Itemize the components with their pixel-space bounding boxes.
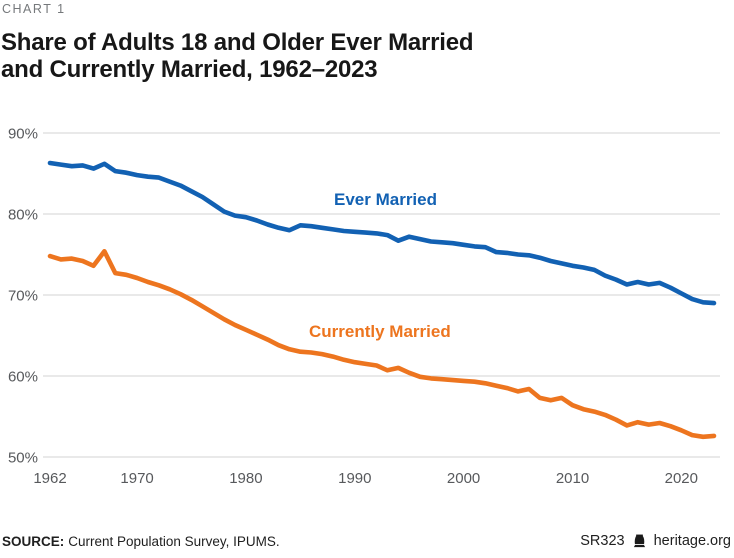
chart-kicker: CHART 1 — [2, 2, 66, 16]
title-line-2: and Currently Married, 1962–2023 — [1, 56, 378, 83]
title-line-1: Share of Adults 18 and Older Ever Marrie… — [1, 29, 474, 56]
x-tick-label: 1980 — [229, 470, 262, 487]
x-tick-label: 2000 — [447, 470, 480, 487]
x-tick-label: 2010 — [556, 470, 589, 487]
source-note: SOURCE: Current Population Survey, IPUMS. — [2, 534, 280, 549]
x-tick-label: 1990 — [338, 470, 371, 487]
series-line — [47, 249, 717, 440]
x-tick-label: 1970 — [120, 470, 153, 487]
series-label-ever-married: Ever Married — [334, 190, 437, 209]
x-tick-label: 1962 — [33, 470, 66, 487]
brand-footer: SR323 heritage.org — [580, 533, 731, 549]
y-tick-label: 50% — [8, 450, 38, 467]
series-label-currently-married: Currently Married — [309, 322, 451, 341]
series-line — [47, 160, 717, 306]
page-title: Share of Adults 18 and Older Ever Marrie… — [1, 29, 474, 83]
y-tick-label: 70% — [8, 288, 38, 305]
y-tick-label: 60% — [8, 369, 38, 386]
y-tick-label: 90% — [8, 126, 38, 143]
y-tick-label: 80% — [8, 207, 38, 224]
source-label: SOURCE: — [2, 533, 65, 549]
x-tick-label: 2020 — [665, 470, 698, 487]
chart-footer: SOURCE: Current Population Survey, IPUMS.… — [2, 533, 731, 549]
report-id: SR323 — [580, 533, 625, 549]
liberty-bell-icon — [633, 534, 645, 548]
site-link: heritage.org — [653, 533, 731, 549]
source-text: Current Population Survey, IPUMS. — [68, 533, 280, 549]
